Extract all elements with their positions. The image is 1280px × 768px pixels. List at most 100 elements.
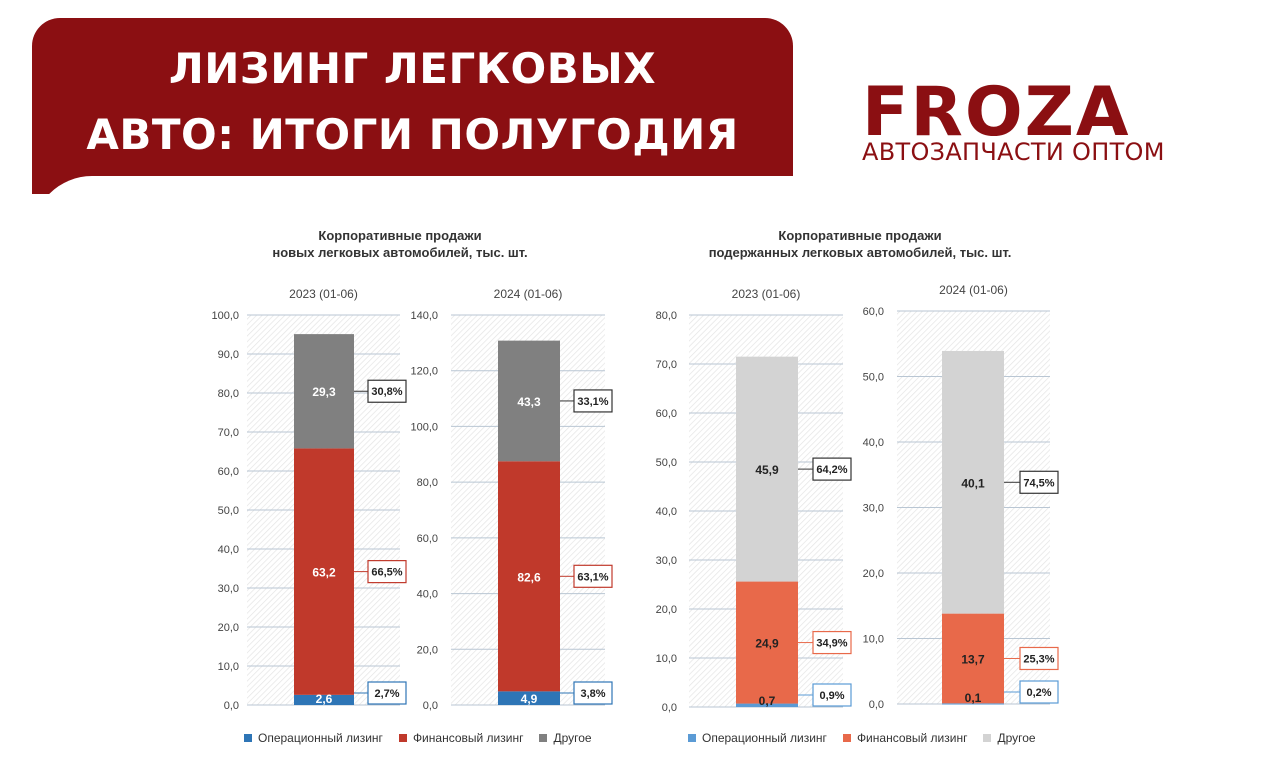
- y-tick-label: 20,0: [863, 568, 884, 580]
- bar-segment: [736, 581, 798, 704]
- legend-label: Другое: [553, 731, 592, 745]
- legend-swatch: [688, 734, 696, 742]
- y-tick-label: 40,0: [656, 506, 677, 518]
- data-label: 0,7: [759, 694, 776, 708]
- bar-segment: [498, 461, 560, 692]
- header-banner-curve: [32, 176, 793, 256]
- left-group-title-line2: новых легковых автомобилей, тыс. шт.: [272, 245, 528, 260]
- legend-swatch: [539, 734, 548, 742]
- y-tick-label: 20,0: [656, 604, 677, 616]
- bar-segment: [736, 703, 798, 707]
- data-label: 4,9: [521, 692, 538, 706]
- share-label: 2,7%: [374, 688, 399, 700]
- y-tick-label: 120,0: [410, 366, 438, 378]
- data-label: 29,3: [312, 385, 336, 399]
- share-label: 0,2%: [1026, 687, 1051, 699]
- y-tick-label: 20,0: [218, 622, 239, 634]
- y-tick-label: 30,0: [656, 555, 677, 567]
- right-legend: Операционный лизинг Финансовый лизинг Др…: [688, 731, 1036, 745]
- legend-swatch: [983, 734, 992, 742]
- left-legend-item-operational: Операционный лизинг: [244, 731, 383, 745]
- y-tick-label: 20,0: [417, 644, 438, 656]
- y-tick-label: 60,0: [417, 533, 438, 545]
- y-tick-label: 80,0: [417, 477, 438, 489]
- y-tick-label: 0,0: [869, 699, 884, 711]
- page-title: ЛИЗИНГ ЛЕГКОВЫХ АВТО: ИТОГИ ПОЛУГОДИЯ: [32, 36, 793, 168]
- share-label: 63,1%: [577, 571, 608, 583]
- share-label: 33,1%: [577, 396, 608, 408]
- share-box: [812, 630, 852, 655]
- share-label: 3,8%: [580, 688, 605, 700]
- legend-label: Операционный лизинг: [702, 731, 827, 745]
- share-label: 30,8%: [371, 386, 402, 398]
- y-tick-label: 50,0: [863, 372, 884, 384]
- legend-swatch: [244, 734, 252, 742]
- y-tick-label: 140,0: [410, 310, 438, 322]
- left-legend-item-other: Другое: [539, 731, 592, 745]
- y-tick-label: 0,0: [662, 702, 677, 714]
- y-tick-label: 60,0: [863, 306, 884, 318]
- chart-subtitle: 2024 (01-06): [939, 283, 1008, 297]
- share-box: [1019, 646, 1059, 671]
- y-tick-label: 40,0: [218, 544, 239, 556]
- chart-subtitle: 2023 (01-06): [732, 287, 801, 301]
- bar-segment: [294, 694, 354, 705]
- share-box: [573, 681, 613, 705]
- y-tick-label: 100,0: [211, 310, 239, 322]
- left-legend-item-financial: Финансовый лизинг: [398, 731, 523, 745]
- y-tick-label: 40,0: [863, 437, 884, 449]
- data-label: 0,1: [965, 691, 982, 705]
- y-tick-label: 70,0: [656, 359, 677, 371]
- bar-segment: [498, 691, 560, 705]
- chart-subtitle: 2024 (01-06): [494, 287, 563, 301]
- share-box: [1019, 680, 1059, 704]
- chart-subtitle: 2023 (01-06): [289, 287, 358, 301]
- froza-logo: FROZA: [862, 73, 1131, 152]
- right-group-title-line2: подержанных легковых автомобилей, тыс. ш…: [708, 245, 1012, 260]
- right-legend-item-other: Другое: [983, 731, 1036, 745]
- share-box: [812, 683, 852, 707]
- y-tick-label: 100,0: [410, 421, 438, 433]
- y-tick-label: 60,0: [218, 466, 239, 478]
- share-box: [367, 379, 407, 403]
- share-box: [367, 560, 407, 584]
- share-box: [1019, 470, 1059, 494]
- data-label: 40,1: [961, 476, 985, 490]
- legend-label: Другое: [997, 731, 1036, 745]
- right-legend-item-financial: Финансовый лизинг: [842, 731, 968, 745]
- page-title-line1: ЛИЗИНГ ЛЕГКОВЫХ: [168, 44, 657, 93]
- y-tick-label: 50,0: [218, 505, 239, 517]
- logo-text: FROZA: [862, 73, 1131, 152]
- share-box: [573, 389, 613, 413]
- legend-swatch: [842, 734, 851, 742]
- bar-segment: [498, 340, 560, 462]
- y-tick-label: 40,0: [417, 589, 438, 601]
- y-tick-label: 30,0: [863, 503, 884, 515]
- left-group-title: Корпоративные продажи новых легковых авт…: [240, 227, 560, 261]
- right-group-title-line1: Корпоративные продажи: [778, 228, 942, 243]
- data-label: 45,9: [755, 463, 779, 477]
- y-tick-label: 10,0: [863, 634, 884, 646]
- bar-segment: [294, 448, 354, 695]
- right-group-title: Корпоративные продажи подержанных легков…: [680, 227, 1040, 261]
- y-tick-label: 60,0: [656, 408, 677, 420]
- y-tick-label: 90,0: [218, 349, 239, 361]
- y-tick-label: 10,0: [218, 661, 239, 673]
- share-label: 25,3%: [1023, 653, 1054, 665]
- data-label: 43,3: [517, 395, 541, 409]
- bar-segment: [942, 350, 1004, 614]
- data-label: 13,7: [961, 652, 985, 666]
- y-tick-label: 0,0: [224, 700, 239, 712]
- right-legend-item-operational: Операционный лизинг: [688, 731, 827, 745]
- bar-segment: [942, 703, 1004, 705]
- share-label: 66,5%: [371, 567, 402, 579]
- y-tick-label: 30,0: [218, 583, 239, 595]
- legend-label: Финансовый лизинг: [856, 731, 968, 745]
- y-tick-label: 10,0: [656, 653, 677, 665]
- y-tick-label: 80,0: [656, 310, 677, 322]
- legend-swatch: [398, 734, 407, 742]
- y-tick-label: 80,0: [218, 388, 239, 400]
- bar-segment: [294, 334, 354, 449]
- data-label: 82,6: [517, 570, 541, 584]
